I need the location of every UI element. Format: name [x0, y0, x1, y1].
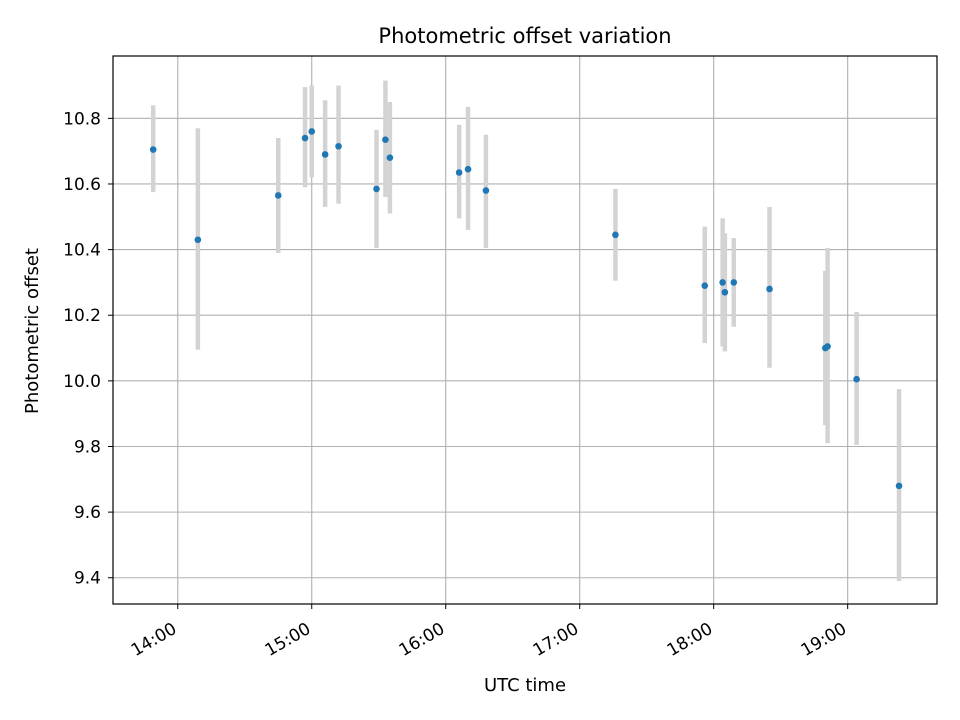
y-tick-label: 10.0 [63, 372, 101, 392]
data-point [719, 279, 726, 286]
y-tick-label: 9.4 [74, 569, 101, 589]
data-point [721, 288, 729, 296]
y-tick-label: 10.4 [63, 241, 101, 261]
grid [113, 56, 937, 604]
y-tick-label: 10.8 [63, 109, 101, 129]
data-point [373, 185, 380, 193]
data-point [308, 128, 316, 135]
data-point [194, 236, 202, 244]
data-point [701, 282, 709, 290]
chart-title: Photometric offset variation [378, 24, 671, 48]
data-point [301, 134, 309, 142]
plot-area-frame [112, 55, 938, 605]
data-point [482, 187, 490, 194]
data-point [455, 169, 463, 176]
data-point [335, 142, 342, 150]
data-point [853, 375, 860, 383]
y-tick-label: 10.2 [63, 306, 101, 326]
y-tick-label: 9.8 [74, 437, 101, 457]
y-tick-label: 10.6 [63, 175, 101, 195]
data-point [382, 136, 389, 143]
data-point [149, 146, 157, 153]
data-point [274, 192, 282, 199]
y-axis-label: Photometric offset [22, 248, 43, 414]
x-axis-label: UTC time [484, 675, 566, 696]
data-point [464, 165, 472, 173]
data-point [766, 285, 773, 293]
data-point [895, 482, 903, 490]
data-point [730, 279, 738, 286]
data-point [824, 343, 831, 350]
data-point [386, 154, 394, 162]
y-axis-ticks: 9.4 9.6 9.8 10.0 10.2 10.4 10.6 10.8 [63, 109, 113, 589]
data-point [321, 151, 329, 158]
data-points [149, 128, 903, 490]
y-tick-label: 9.6 [74, 503, 101, 523]
data-point [612, 231, 619, 239]
